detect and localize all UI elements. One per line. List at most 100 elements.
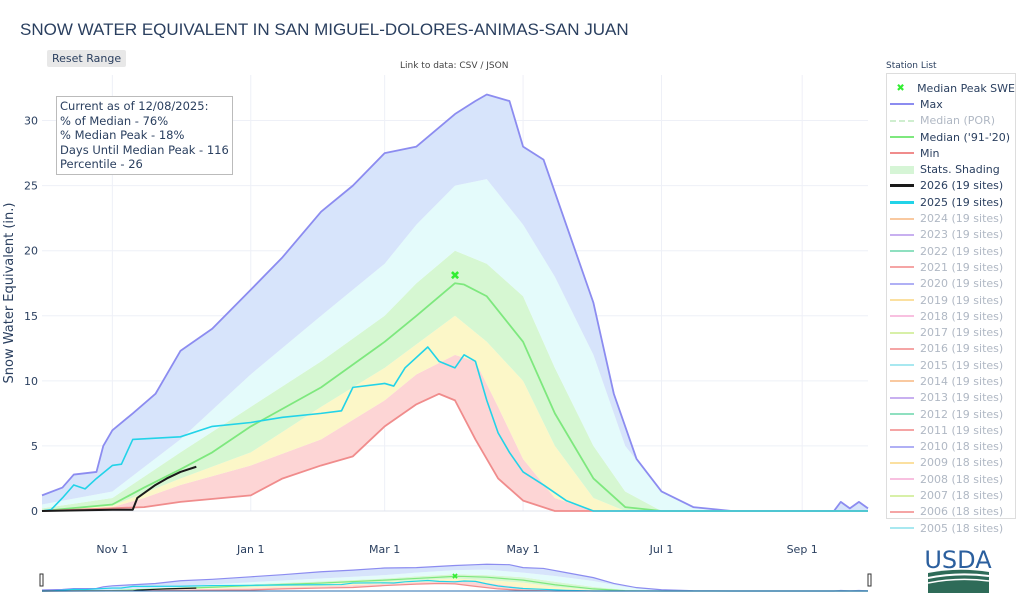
legend-item[interactable]: 2014 (19 sites) [887,373,1015,389]
legend-label: 2021 (19 sites) [920,260,1004,274]
x-tick-label: Nov 1 [96,543,128,556]
stats-band-min-p10 [42,354,868,511]
x-marker-icon: ✖ [896,82,905,94]
line-swatch-icon [890,461,914,464]
legend-item[interactable]: Min [887,145,1015,161]
usda-logo: USDA [924,546,992,593]
slider-right-handle[interactable] [867,573,872,587]
series-line-y2026 [41,465,197,512]
line-swatch-icon [890,396,914,399]
legend-item[interactable]: 2023 (19 sites) [887,227,1015,243]
stats-band-p90-max [42,94,868,511]
line-swatch-icon [890,429,914,432]
legend-label: 2012 (19 sites) [920,407,1004,421]
y-tick-label: 25 [24,180,38,193]
legend-label: 2020 (19 sites) [920,277,1004,291]
line-swatch-icon [890,282,914,285]
line-swatch-icon [890,152,914,155]
legend-item[interactable]: Median ('91-'20) [887,129,1015,145]
legend-label: Stats. Shading [920,163,1000,177]
y-tick-label: 30 [24,115,38,128]
legend-label: 2019 (19 sites) [920,293,1004,307]
slider-band-p70 [42,569,868,591]
legend-item[interactable]: 2016 (19 sites) [887,341,1015,357]
line-swatch-icon [890,136,914,139]
legend-item[interactable]: 2013 (19 sites) [887,390,1015,406]
line-swatch-icon [890,315,914,318]
legend-label: Median ('91-'20) [920,130,1011,144]
series-line-median [41,282,868,512]
y-tick-label: 5 [31,440,38,453]
link-prefix: Link to data: [400,61,460,71]
legend-item[interactable]: 2012 (19 sites) [887,406,1015,422]
info-days-until-peak: Days Until Median Peak - 116 [60,142,229,157]
x-tick-label: Jul 1 [649,543,674,556]
legend-item[interactable]: 2026 (19 sites) [887,178,1015,194]
legend-item[interactable]: 2019 (19 sites) [887,292,1015,308]
legend-item[interactable]: 2017 (19 sites) [887,324,1015,340]
legend-item[interactable]: 2009 (18 sites) [887,455,1015,471]
reset-range-button[interactable]: Reset Range [47,50,127,67]
series-line-min [41,392,868,512]
legend-label: 2026 (19 sites) [920,179,1004,193]
usda-logo-text: USDA [924,546,992,574]
line-swatch-icon [890,364,914,367]
info-pct-median-peak: % Median Peak - 18% [60,128,185,143]
slider-median-peak-marker: ✖ [452,572,459,581]
info-pct-median: % of Median - 76% [60,113,169,128]
legend-item[interactable]: 2015 (19 sites) [887,357,1015,373]
legend-item[interactable]: 2011 (19 sites) [887,422,1015,438]
legend-label: 2023 (19 sites) [920,228,1004,242]
legend-item[interactable]: 2018 (19 sites) [887,308,1015,324]
station-list-label: Station List [886,61,937,71]
legend-item[interactable]: Median (POR) [887,113,1015,129]
line-swatch-icon [890,250,914,253]
slider-band-min [42,580,868,591]
line-swatch-icon [890,200,914,204]
line-swatch-icon [890,347,914,350]
y-tick-label: 15 [24,310,38,323]
legend-label: 2022 (19 sites) [920,244,1004,258]
legend-item[interactable]: Stats. Shading [887,161,1015,177]
csv-link[interactable]: CSV [459,61,478,71]
legend-item[interactable]: Max [887,96,1015,112]
legend-item[interactable]: 2005 (18 sites) [887,520,1015,536]
legend-item[interactable]: 2006 (18 sites) [887,504,1015,520]
legend-item[interactable]: 2025 (19 sites) [887,194,1015,210]
legend-item[interactable]: 2022 (19 sites) [887,243,1015,259]
legend-item[interactable]: 2024 (19 sites) [887,210,1015,226]
legend-label: 2010 (18 sites) [920,440,1004,454]
legend-label: 2018 (19 sites) [920,309,1004,323]
slider-left-handle[interactable] [39,573,44,587]
legend-item[interactable]: ✖ Median Peak SWE [887,80,1015,96]
legend-label: 2008 (18 sites) [920,472,1004,486]
slider-line-min [41,582,868,592]
line-swatch-icon [890,380,914,383]
x-tick-label: May 1 [506,543,539,556]
json-link[interactable]: JSON [486,61,509,71]
line-swatch-icon [890,217,914,220]
legend-item[interactable]: 2020 (19 sites) [887,276,1015,292]
legend-item[interactable]: 2021 (19 sites) [887,259,1015,275]
legend-label: 2005 (18 sites) [920,521,1004,535]
line-swatch-icon [890,510,914,513]
line-swatch-icon [890,233,914,236]
legend-label: Median (POR) [920,114,996,128]
median-peak-marker: ✖ [450,268,460,282]
line-swatch-icon [890,413,914,416]
legend-item[interactable]: 2008 (18 sites) [887,471,1015,487]
line-swatch-icon [890,494,914,497]
line-swatch-icon [890,527,914,530]
line-swatch-icon [890,445,914,448]
line-swatch-icon [890,478,914,481]
series-line-max [41,93,869,512]
legend-label: 2014 (19 sites) [920,374,1004,388]
page-title: SNOW WATER EQUIVALENT IN SAN MIGUEL-DOLO… [20,20,629,39]
range-slider[interactable]: ✖ [39,563,872,592]
legend-item[interactable]: 2007 (18 sites) [887,487,1015,503]
legend-item[interactable]: 2010 (18 sites) [887,439,1015,455]
axes: Nov 1 Jan 1 Mar 1 May 1 Jul 1 Sep 1 0 5 10 15 20 25… [24,115,818,556]
info-date: Current as of 12/08/2025: [60,99,209,113]
